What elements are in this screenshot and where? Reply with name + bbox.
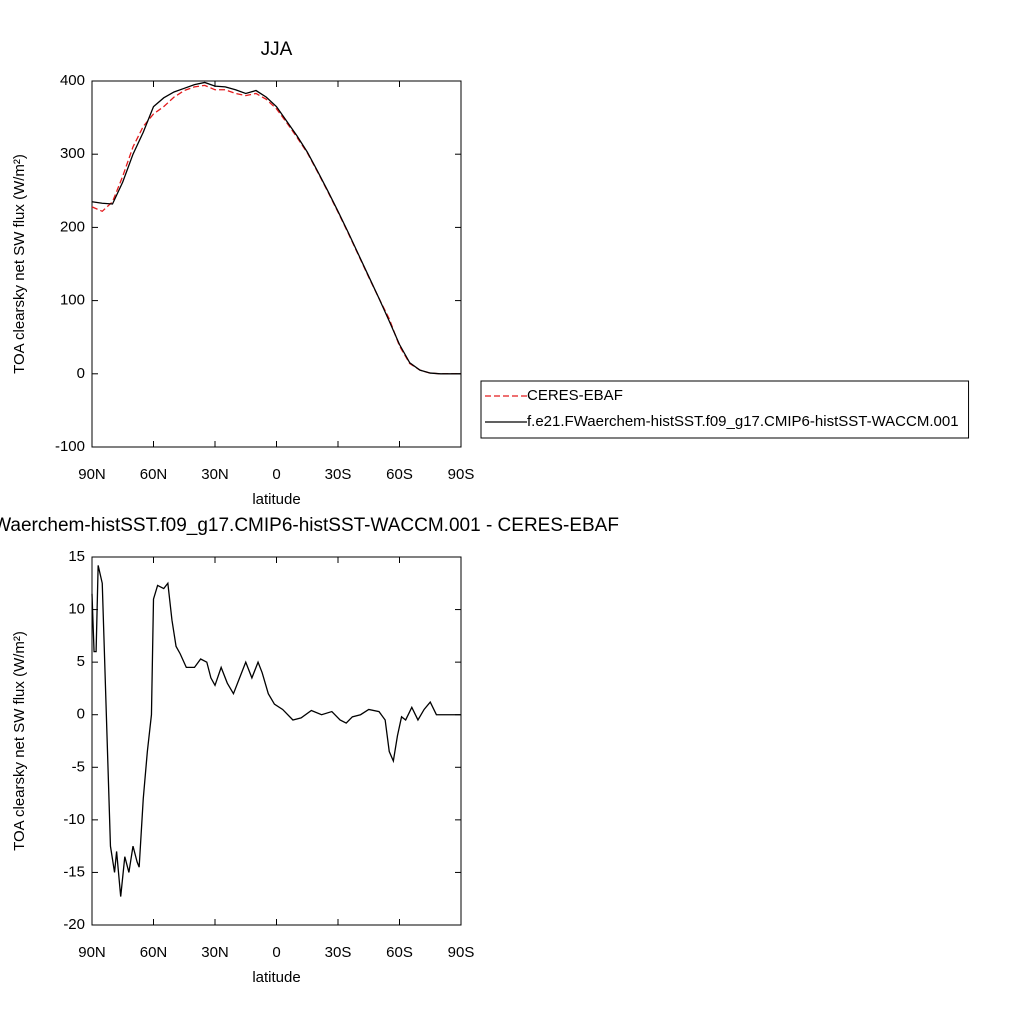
y-tick-label: -100 bbox=[55, 438, 85, 455]
chart-title: JJA bbox=[261, 39, 293, 60]
data-line bbox=[91, 565, 461, 897]
x-tick-label: 0 bbox=[272, 944, 280, 961]
x-tick-label: 90S bbox=[448, 944, 475, 961]
y-tick-label: 200 bbox=[60, 218, 85, 235]
x-tick-label: 90N bbox=[78, 466, 106, 483]
plot-frame bbox=[91, 80, 462, 448]
x-axis-label: latitude bbox=[252, 491, 300, 508]
x-tick-label: 0 bbox=[272, 466, 280, 483]
x-tick-label: 30N bbox=[201, 944, 229, 961]
plot-frame bbox=[91, 556, 462, 926]
legend: CERES-EBAF f.e21.FWaerchem-histSST.f09_g1… bbox=[480, 380, 970, 439]
data-line bbox=[91, 84, 461, 375]
y-tick-label: 15 bbox=[68, 548, 85, 565]
y-tick-label: 100 bbox=[60, 292, 85, 309]
y-tick-label: 10 bbox=[68, 601, 85, 618]
x-tick-label: 90S bbox=[448, 466, 475, 483]
y-tick-label: 300 bbox=[60, 145, 85, 162]
data-line bbox=[91, 81, 461, 375]
y-tick-label: -10 bbox=[63, 811, 85, 828]
x-tick-label: 90N bbox=[78, 944, 106, 961]
chart-title: f.e21.FWaerchem-histSST.f09_g17.CMIP6-hi… bbox=[0, 515, 619, 536]
y-axis-label: TOA clearsky net SW flux (W/m²) bbox=[11, 154, 28, 374]
x-tick-label: 60N bbox=[140, 466, 168, 483]
legend-label: f.e21.FWaerchem-histSST.f09_g17.CMIP6-hi… bbox=[527, 413, 959, 430]
legend-label: CERES-EBAF bbox=[527, 387, 623, 404]
y-tick-label: -20 bbox=[63, 916, 85, 933]
legend-box bbox=[480, 380, 970, 439]
x-tick-label: 30S bbox=[325, 466, 352, 483]
y-tick-label: -5 bbox=[72, 758, 85, 775]
y-tick-label: 0 bbox=[77, 365, 85, 382]
x-tick-label: 60N bbox=[140, 944, 168, 961]
x-tick-label: 30N bbox=[201, 466, 229, 483]
y-tick-label: 400 bbox=[60, 72, 85, 89]
y-tick-label: -15 bbox=[63, 863, 85, 880]
y-tick-label: 0 bbox=[77, 706, 85, 723]
x-tick-label: 60S bbox=[386, 466, 413, 483]
y-axis-label: TOA clearsky net SW flux (W/m²) bbox=[11, 631, 28, 851]
x-axis-label: latitude bbox=[252, 969, 300, 986]
x-tick-label: 30S bbox=[325, 944, 352, 961]
x-tick-label: 60S bbox=[386, 944, 413, 961]
y-tick-label: 5 bbox=[77, 653, 85, 670]
